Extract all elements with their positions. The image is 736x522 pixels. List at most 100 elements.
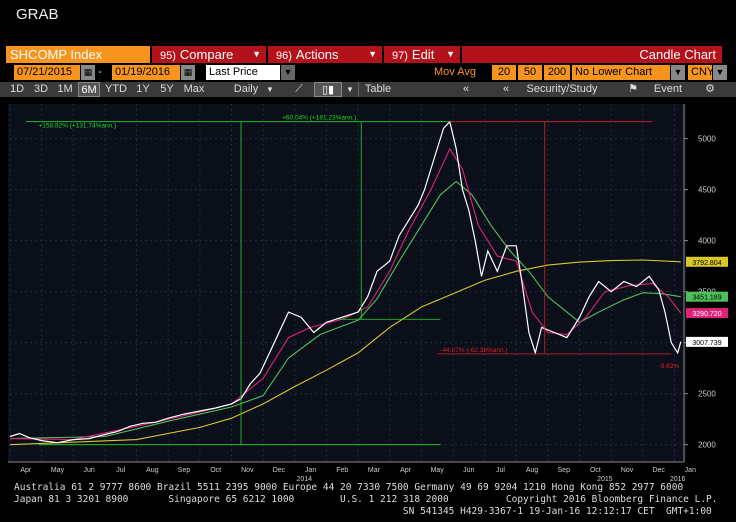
ma20-value-tag: 3290.720	[692, 311, 721, 318]
ma2-field[interactable]: 50	[518, 65, 542, 80]
x-tick-label: Oct	[590, 467, 601, 474]
ma20-value-tag-bg	[686, 308, 728, 319]
actions-num: 96)	[276, 50, 292, 62]
range-dash: -	[98, 66, 102, 78]
x-year-label: 2016	[670, 476, 686, 483]
calendar-icon[interactable]: ▦	[181, 65, 195, 80]
line-chart-icon[interactable]: ⟋	[295, 83, 303, 95]
dropdown-icon[interactable]: ▼	[281, 65, 295, 80]
x-tick-label: Jan	[685, 467, 696, 474]
flag-icon[interactable]: ⚑	[628, 83, 638, 95]
event-button[interactable]: Event	[653, 83, 683, 95]
compare-label: Compare	[179, 47, 234, 62]
period-1d-button[interactable]: 1D	[9, 83, 25, 95]
edit-label: Edit	[411, 47, 435, 62]
x-tick-label: Aug	[146, 467, 159, 474]
period-max-button[interactable]: Max	[183, 83, 205, 95]
period-1y-button[interactable]: 1Y	[136, 83, 150, 95]
x-tick-label: May	[431, 467, 445, 474]
x-tick-label: Jan	[305, 467, 316, 474]
gear-icon[interactable]: ⚙	[705, 83, 715, 95]
y-tick-label: 4000	[698, 237, 716, 246]
ma200-value-tag: 3792.804	[692, 260, 721, 267]
x-tick-label: Aug	[526, 467, 539, 474]
start-date-field[interactable]: 07/21/2015	[14, 65, 80, 80]
ma1-field[interactable]: 20	[492, 65, 516, 80]
price-value-tag-bg	[686, 336, 728, 347]
ma200-line	[9, 259, 681, 446]
ticker-field[interactable]: SHCOMP Index	[6, 46, 150, 63]
dropdown-icon[interactable]: ▼	[713, 65, 727, 80]
chart-type-label: Candle Chart	[462, 46, 722, 63]
x-tick-label: Dec	[273, 467, 286, 474]
table-button[interactable]: Table	[358, 82, 397, 97]
edit-num: 97)	[392, 50, 408, 62]
footer-line-3: SN 541345 H429-3367-1 19-Jan-16 12:12:17…	[14, 506, 712, 517]
frequency-select[interactable]: Daily	[233, 83, 259, 95]
price-chart[interactable]: +158.82% (+131.74%ann.) +60.04% (+181.23%…	[0, 100, 736, 492]
end-date-field[interactable]: 01/19/2016	[112, 65, 180, 80]
footer-line-2: Japan 81 3 3201 8900 Singapore 65 6212 1…	[14, 494, 718, 505]
x-tick-label: Jun	[83, 467, 94, 474]
x-tick-label: Sep	[178, 467, 191, 474]
x-tick-label: Apr	[20, 467, 32, 474]
x-tick-label: Sep	[558, 467, 571, 474]
command-bar: SHCOMP Index 95) Compare ▼ 96) Actions ▼ 97)…	[0, 46, 736, 63]
price-line	[9, 120, 682, 444]
mov-avg-label: Mov Avg	[434, 66, 476, 78]
x-tick-label: May	[51, 467, 65, 474]
y-tick-label: 5000	[698, 135, 716, 144]
candle-chart-icon[interactable]: ▯▮	[314, 82, 342, 97]
actions-label: Actions	[295, 47, 339, 62]
annotation-label: +60.04% (+181.23%ann.)	[282, 115, 356, 122]
ma50-line	[9, 180, 681, 440]
footer-line-1: Australia 61 2 9777 8600 Brazil 5511 239…	[14, 482, 684, 493]
x-tick-label: Nov	[621, 467, 634, 474]
period-5y-button[interactable]: 5Y	[160, 83, 174, 95]
dropdown-icon[interactable]: ▼	[671, 65, 685, 80]
x-tick-label: Jun	[463, 467, 474, 474]
period-3d-button[interactable]: 3D	[33, 83, 49, 95]
x-tick-label: Jul	[116, 467, 125, 474]
x-tick-label: Jul	[496, 467, 505, 474]
ma50-value-tag: 3451.189	[692, 295, 721, 302]
period-bar: 1D 3D 1M 6M YTD 1Y 5Y Max Daily ▼ ⟋ ▯▮ ▼ Table …	[0, 82, 736, 97]
dropdown-icon[interactable]: ▼	[266, 85, 274, 94]
price-value-tag: 3007.739	[692, 340, 721, 347]
y-tick-label: 2000	[698, 441, 716, 450]
y-tick-label: 2500	[698, 390, 716, 399]
x-tick-label: Feb	[336, 467, 348, 474]
price-field-select[interactable]: Last Price	[206, 65, 280, 80]
back-icon[interactable]: «	[462, 83, 470, 95]
lower-chart-select[interactable]: No Lower Chart	[572, 65, 670, 80]
period-ytd-button[interactable]: YTD	[105, 83, 127, 95]
x-tick-label: Nov	[241, 467, 254, 474]
annotation-label: -44.07% (-62.38%ann.)	[440, 347, 507, 354]
range-bar: 07/21/2015 ▦ - 01/19/2016 ▦ Last Price ▼…	[0, 65, 736, 80]
ma3-field[interactable]: 200	[544, 65, 570, 80]
period-1m-button[interactable]: 1M	[57, 83, 73, 95]
ma20-line	[9, 147, 682, 441]
dropdown-icon[interactable]: ▼	[346, 85, 354, 94]
x-tick-label: Dec	[652, 467, 665, 474]
currency-select[interactable]: CNY	[688, 65, 714, 80]
chevron-down-icon: ▼	[252, 49, 261, 59]
plot-area	[8, 104, 686, 462]
x-year-label: 2015	[597, 476, 613, 483]
security-study-button[interactable]: Security/Study	[526, 83, 598, 95]
compare-button[interactable]: 95) Compare ▼	[152, 46, 266, 63]
actions-button[interactable]: 96) Actions ▼	[268, 46, 382, 63]
ma50-value-tag-bg	[686, 291, 728, 302]
chevron-down-icon: ▼	[446, 49, 455, 59]
edit-button[interactable]: 97) Edit ▼	[384, 46, 460, 63]
annotation-label: -9.82%	[659, 363, 680, 370]
ma200-value-tag-bg	[686, 256, 728, 267]
calendar-icon[interactable]: ▦	[81, 65, 95, 80]
compare-num: 95)	[160, 50, 176, 62]
window-title: GRAB	[16, 6, 59, 23]
period-6m-button[interactable]: 6M	[78, 82, 100, 97]
x-tick-label: Oct	[210, 467, 221, 474]
forward-icon[interactable]: «	[502, 83, 510, 95]
x-tick-label: Apr	[400, 467, 412, 474]
y-tick-label: 4500	[698, 186, 716, 195]
